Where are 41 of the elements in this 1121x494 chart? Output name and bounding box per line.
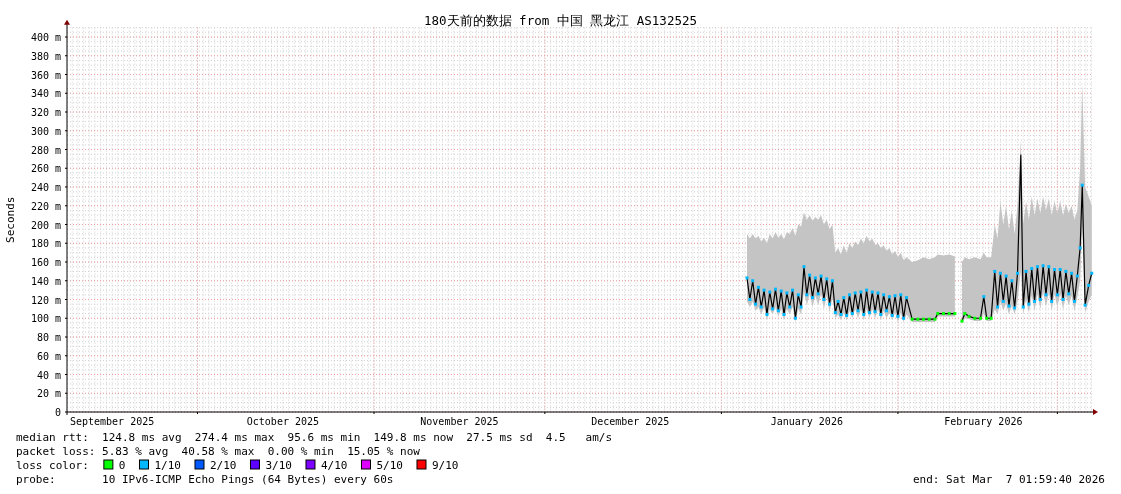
- legend-label: 3/10: [265, 459, 292, 472]
- x-tick-label: December 2025: [591, 416, 670, 427]
- text: probe: 10 IPv6-ICMP Echo Pings (64 Bytes) every 60s: [16, 473, 394, 486]
- x-tick-label: September 2025: [69, 416, 155, 427]
- text: end: Sat Mar 7 01:59:40 2026: [912, 473, 1105, 486]
- y-axis-title: Seconds: [4, 196, 17, 243]
- y-tick-label: 280 m: [30, 144, 61, 156]
- y-tick-label: 80 m: [36, 332, 61, 343]
- y-tick-label: 260 m: [30, 163, 61, 175]
- y-tick-label: 40 m: [36, 369, 61, 381]
- y-tick-label: 380 m: [30, 50, 61, 62]
- legend-label: 2/10: [209, 459, 237, 472]
- y-tick-label: 220 m: [30, 200, 61, 212]
- legend-label: 1/10: [154, 459, 181, 472]
- y-tick-label: 360 m: [30, 69, 61, 81]
- y-tick-label: 60 m: [36, 350, 61, 362]
- y-tick-label: 120 m: [30, 294, 61, 306]
- y-tick-label: 140 m: [30, 275, 61, 287]
- x-tick-label: October 2025: [246, 416, 320, 427]
- y-tick-label: 100 m: [30, 313, 61, 325]
- legend-label: 0: [118, 459, 126, 472]
- chart-title: 180天前的数据 from 中国 黑龙江 AS132525: [424, 13, 697, 28]
- legend-label: 4/10: [320, 459, 348, 472]
- x-tick-label: January 2026: [770, 416, 843, 427]
- y-tick-label: 300 m: [30, 125, 61, 137]
- y-tick-label: 340 m: [30, 88, 61, 100]
- legend-title: loss color:: [16, 459, 89, 472]
- x-tick-label: November 2025: [420, 416, 499, 427]
- y-tick-label: 20 m: [36, 388, 61, 400]
- x-tick-label: February 2026: [944, 416, 1023, 427]
- y-tick-label: 240 m: [30, 182, 61, 193]
- y-tick-label: 180 m: [30, 238, 61, 250]
- y-tick-label: 400 m: [30, 32, 61, 43]
- text: packet loss: 5.83 % avg 40.58 % max 0.00 % min 15.05 % now: [16, 445, 421, 458]
- y-tick-label: 0: [54, 407, 61, 418]
- y-tick-label: 200 m: [30, 219, 61, 231]
- y-tick-label: 160 m: [30, 257, 61, 268]
- legend-label: 5/10: [376, 459, 403, 472]
- text: median rtt: 124.8 ms avg 274.4 ms max 95.6 ms min 149.8 ms now 27.5 ms sd 4.5 am/s: [16, 431, 613, 444]
- y-tick-label: 320 m: [30, 107, 61, 118]
- legend-label: 9/10: [431, 459, 459, 472]
